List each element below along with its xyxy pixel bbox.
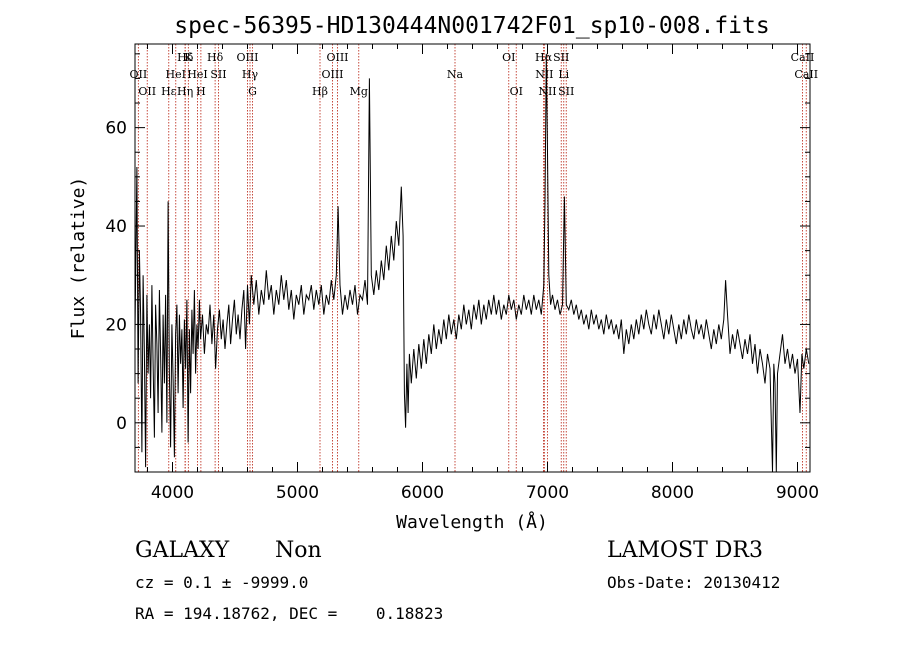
x-tick-label-4: 8000 [651, 483, 694, 503]
y-tick-label-0: 0 [116, 414, 127, 434]
line-label-20: OI [510, 85, 523, 98]
x-tick-label-0: 4000 [151, 483, 194, 503]
y-tick-label-2: 40 [105, 217, 127, 237]
x-axis-label: Wavelength (Å) [396, 511, 548, 533]
line-label-22: NII [535, 68, 553, 81]
redshift-text: cz = 0.1 ± -9999.0 [135, 573, 309, 592]
x-tick-label-2: 6000 [401, 483, 444, 503]
line-label-9: Hδ [207, 51, 224, 64]
line-label-11: OIII [236, 51, 258, 64]
survey-label: LAMOST DR3 [607, 538, 763, 563]
obs-date-text: Obs-Date: 20130412 [607, 573, 781, 592]
line-label-4: Hδ [177, 51, 194, 64]
line-label-24: SII [553, 51, 569, 64]
coordinates-text: RA = 194.18762, DEC = 0.18823 [135, 604, 444, 623]
line-label-2: Hε [161, 85, 177, 98]
line-label-0: OII [130, 68, 148, 81]
y-tick-label-3: 60 [105, 119, 127, 139]
spectral-line-markers [137, 44, 807, 472]
line-label-19: OI [502, 51, 515, 64]
y-axis-ticks: 0 20 40 60 [105, 53, 810, 448]
line-label-15: OIII [321, 68, 343, 81]
line-label-16: OIII [326, 51, 348, 64]
line-label-17: Mg [350, 85, 368, 98]
y-axis-label: Flux (relative) [68, 177, 89, 340]
x-tick-label-1: 5000 [276, 483, 319, 503]
line-label-28: CaII [794, 68, 818, 81]
line-label-26: SII [558, 85, 574, 98]
line-label-14: Hβ [312, 85, 328, 98]
line-label-1: OII [138, 85, 156, 98]
line-label-13: G [248, 85, 257, 98]
line-label-21: Hα [535, 51, 553, 64]
line-label-5: Hη [177, 85, 193, 98]
x-tick-label-3: 7000 [526, 483, 569, 503]
line-label-7: HeI [187, 68, 207, 81]
line-label-3: HeI [166, 68, 186, 81]
line-label-23: NII [538, 85, 556, 98]
chart-title: spec-56395-HD130444N001742F01_sp10-008.f… [174, 13, 769, 39]
class-label: GALAXY [135, 538, 230, 563]
line-label-27: CaII [791, 51, 815, 64]
line-label-6: K [184, 51, 193, 64]
spectrum-series-line [134, 53, 810, 473]
line-label-8: H [196, 85, 206, 98]
x-tick-label-5: 9000 [776, 483, 819, 503]
subclass-label: Non [275, 538, 322, 563]
line-label-18: Na [447, 68, 464, 81]
x-axis-ticks: 4000 5000 6000 7000 8000 9000 [147, 44, 819, 503]
plot-frame [134, 43, 811, 473]
line-label-12: Hγ [242, 68, 259, 81]
y-tick-label-1: 20 [105, 315, 127, 335]
line-label-10: SII [210, 68, 226, 81]
line-label-25: Li [558, 68, 569, 81]
